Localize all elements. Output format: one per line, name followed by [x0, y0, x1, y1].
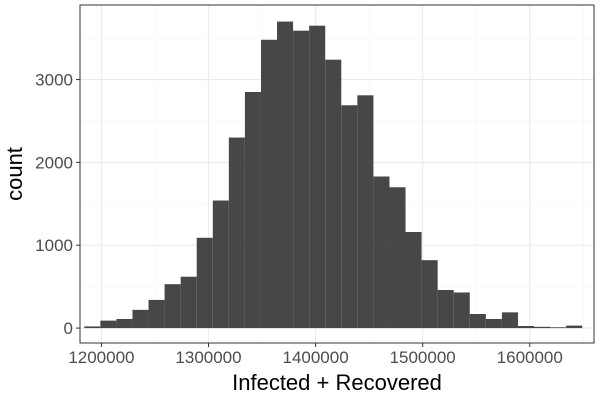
histogram-bar — [164, 284, 181, 329]
histogram-bar — [550, 327, 567, 329]
x-tick-label: 1200000 — [68, 348, 134, 367]
histogram-bar — [534, 326, 551, 329]
histogram-bar — [566, 325, 583, 329]
histogram-bar — [100, 320, 117, 329]
histogram-bar — [309, 25, 326, 329]
histogram-bar — [405, 231, 422, 329]
histogram-bar — [212, 200, 229, 329]
histogram-bars — [84, 21, 583, 329]
histogram-bar — [517, 326, 535, 329]
histogram-bar — [437, 289, 454, 329]
histogram-bar — [132, 309, 149, 329]
x-axis-title: Infected + Recovered — [232, 370, 442, 395]
y-tick-label: 1000 — [35, 236, 73, 255]
y-axis-title: count — [2, 147, 27, 201]
histogram-bar — [453, 292, 470, 329]
histogram-bar — [373, 176, 390, 329]
x-tick-label: 1300000 — [175, 348, 241, 367]
histogram-bar — [277, 21, 294, 329]
histogram-bar — [341, 105, 358, 329]
x-tick-label: 1500000 — [390, 348, 456, 367]
axis-ticks: 1200000 1300000 1400000 1500000 1600000 0 1000… — [35, 71, 563, 367]
histogram-bar — [469, 314, 486, 329]
histogram-bar — [148, 299, 165, 329]
histogram-bar — [501, 312, 518, 329]
panel-border — [79, 4, 595, 344]
histogram-bar — [228, 137, 245, 329]
histogram-bar — [485, 318, 502, 329]
histogram-bar — [196, 237, 213, 329]
histogram-bar — [84, 326, 101, 329]
histogram-bar — [389, 187, 406, 329]
histogram-bar — [293, 30, 310, 329]
x-tick-label: 1400000 — [282, 348, 348, 367]
histogram-bar — [244, 91, 261, 329]
histogram-bar — [260, 39, 278, 329]
histogram-bar — [421, 260, 438, 329]
y-tick-label: 0 — [64, 319, 73, 338]
y-tick-label: 3000 — [35, 71, 73, 90]
histogram-bar — [116, 318, 133, 329]
histogram-bar — [357, 95, 374, 329]
histogram-bar — [180, 276, 197, 329]
histogram-bar — [325, 59, 342, 329]
x-tick-label: 1600000 — [497, 348, 563, 367]
y-tick-label: 2000 — [35, 153, 73, 172]
